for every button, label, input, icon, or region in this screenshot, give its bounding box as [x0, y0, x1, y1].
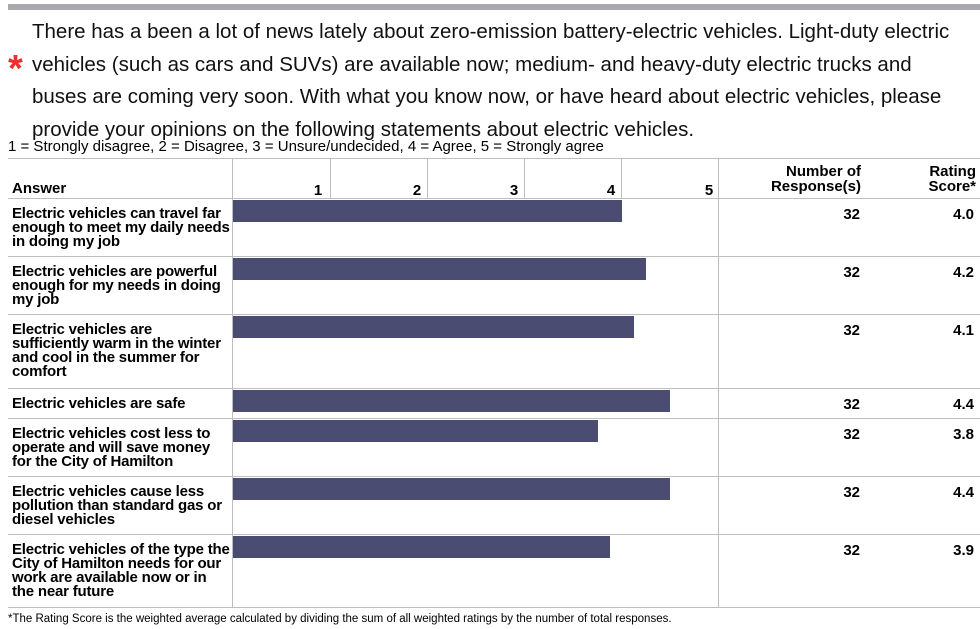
required-marker: *	[8, 48, 23, 90]
response-count: 32	[843, 206, 860, 223]
row-divider	[8, 476, 980, 477]
plot-right-border	[718, 158, 719, 607]
response-count: 32	[843, 542, 860, 559]
row-divider	[8, 607, 980, 608]
response-count: 32	[843, 322, 860, 339]
rating-bar	[233, 420, 598, 442]
rating-bar	[233, 316, 634, 338]
rating-bar	[233, 258, 646, 280]
rating-bar	[233, 536, 610, 558]
question-text: There has a been a lot of news lately ab…	[32, 20, 950, 141]
row-divider	[8, 388, 980, 389]
responses-column-header: Number of Response(s)	[770, 163, 861, 195]
rating-score: 4.1	[953, 322, 974, 339]
answer-label: Electric vehicles are sufficiently warm …	[12, 321, 221, 380]
header-tick-divider	[427, 158, 428, 198]
rating-bar	[233, 478, 670, 500]
x-tick-label: 2	[412, 182, 422, 199]
x-tick-label: 3	[509, 182, 519, 199]
rating-score: 4.4	[953, 396, 974, 413]
rating-score: 4.0	[953, 206, 974, 223]
rating-score: 3.8	[953, 426, 974, 443]
header-top-line	[8, 158, 980, 159]
x-tick-label: 4	[606, 182, 616, 199]
response-count: 32	[843, 426, 860, 443]
row-divider	[8, 534, 980, 535]
row-divider	[8, 256, 980, 257]
scale-legend: 1 = Strongly disagree, 2 = Disagree, 3 =…	[8, 138, 604, 155]
response-count: 32	[843, 484, 860, 501]
answer-column-header: Answer	[12, 180, 67, 197]
rating-score: 4.2	[953, 264, 974, 281]
header-tick-divider	[524, 158, 525, 198]
x-tick-label: 1	[313, 182, 323, 199]
row-divider	[8, 314, 980, 315]
header-tick-divider	[330, 158, 331, 198]
score-column-header: Rating Score*	[928, 163, 976, 195]
answer-label: Electric vehicles cost less to operate a…	[12, 425, 211, 470]
row-divider	[8, 418, 980, 419]
rating-score: 3.9	[953, 542, 974, 559]
footnote: *The Rating Score is the weighted averag…	[8, 613, 672, 625]
rating-bar	[233, 200, 622, 222]
header-tick-divider	[621, 158, 622, 198]
row-divider	[8, 198, 980, 199]
answer-label: Electric vehicles can travel far enough …	[12, 205, 230, 250]
rating-bar	[233, 390, 670, 412]
section-divider	[8, 4, 980, 10]
answer-label: Electric vehicles are powerful enough fo…	[12, 263, 221, 308]
answer-label: Electric vehicles of the type the City o…	[12, 541, 230, 600]
answer-label: Electric vehicles cause less pollution t…	[12, 483, 222, 528]
x-tick-label: 5	[704, 182, 714, 199]
rating-score: 4.4	[953, 484, 974, 501]
response-count: 32	[843, 396, 860, 413]
answer-label: Electric vehicles are safe	[12, 395, 186, 412]
response-count: 32	[843, 264, 860, 281]
plot-left-border	[232, 158, 233, 607]
